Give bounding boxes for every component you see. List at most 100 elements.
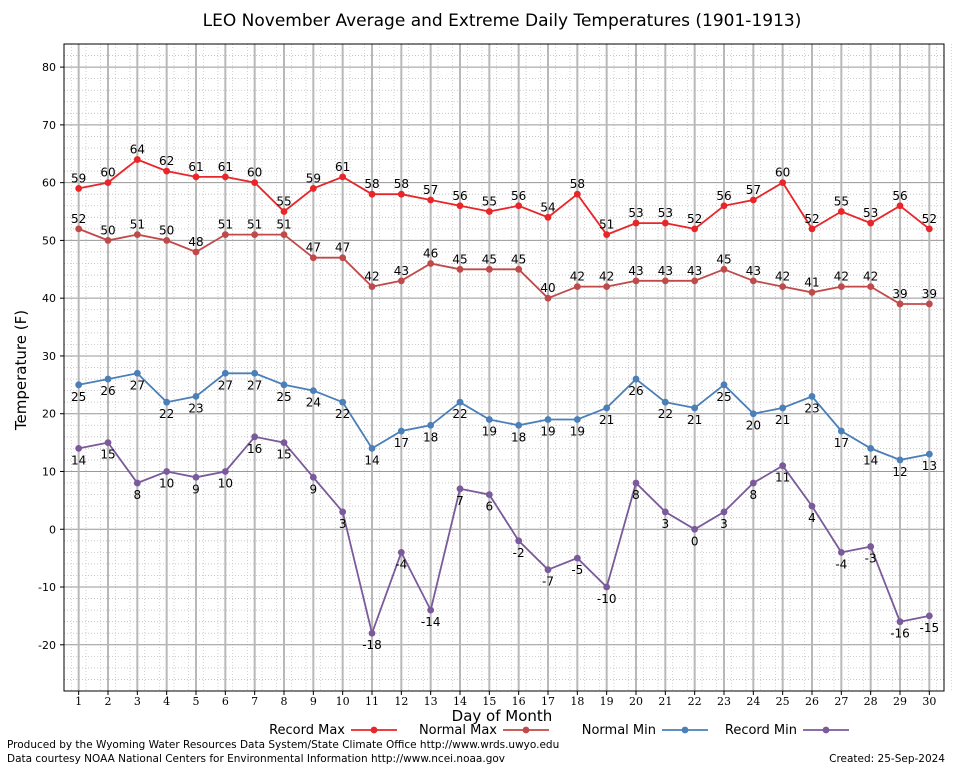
x-tick-label: 9 <box>310 695 317 708</box>
data-point <box>867 543 875 550</box>
data-point <box>163 237 171 244</box>
data-label: -5 <box>571 563 583 577</box>
data-label: 39 <box>922 287 937 301</box>
x-tick-label: 17 <box>541 695 555 708</box>
data-label: 42 <box>570 270 585 284</box>
data-point <box>544 213 552 221</box>
legend-marker <box>681 726 689 734</box>
data-point <box>837 283 845 291</box>
data-point <box>925 225 933 233</box>
data-point <box>661 398 669 406</box>
y-tick-label: 70 <box>42 119 56 132</box>
data-label: 55 <box>482 195 497 209</box>
data-label: 6 <box>486 500 494 514</box>
data-point <box>456 485 464 493</box>
x-tick-label: 1 <box>75 695 82 708</box>
x-axis-title: Day of Month <box>452 707 553 725</box>
data-label: 53 <box>628 206 643 220</box>
data-label: 52 <box>804 212 819 226</box>
series-line <box>78 228 930 305</box>
data-label: 3 <box>720 517 728 531</box>
data-point <box>779 179 787 187</box>
data-label: 41 <box>804 275 819 289</box>
data-label: 17 <box>834 436 849 450</box>
data-point <box>192 473 200 481</box>
x-tick-label: 8 <box>281 695 288 708</box>
data-label: 8 <box>750 488 758 502</box>
data-label: 55 <box>276 195 291 209</box>
data-point <box>133 156 141 163</box>
data-point <box>163 468 171 475</box>
x-axis-ticks: 1 2 3 4 5 6 7 8 9 10 11 12 13 14 15 16 17 18 19 20 21 22 23 24 2… <box>75 691 936 708</box>
data-point <box>456 398 464 406</box>
data-point <box>133 479 141 487</box>
data-point <box>339 173 347 181</box>
data-label: 51 <box>218 218 233 232</box>
data-label: 43 <box>746 264 761 278</box>
plot-border <box>63 43 945 692</box>
data-label: 43 <box>658 264 673 278</box>
data-label: 19 <box>482 424 497 438</box>
data-label: 48 <box>188 235 203 249</box>
data-label: 58 <box>394 177 409 191</box>
y-tick-label: 10 <box>42 465 56 478</box>
data-label: -15 <box>920 621 940 635</box>
data-label: 60 <box>100 166 115 180</box>
data-point <box>720 202 728 210</box>
data-point <box>133 231 141 239</box>
data-point <box>456 265 464 273</box>
footer-produced: Produced by the Wyoming Water Resources … <box>7 739 559 751</box>
legend-marker <box>522 726 530 734</box>
y-axis-ticks: -20 -10 0 10 20 30 40 50 60 70 80 <box>38 61 64 652</box>
data-point <box>632 219 640 227</box>
data-label: 12 <box>892 465 907 479</box>
x-tick-label: 14 <box>453 695 467 708</box>
data-point <box>632 375 640 383</box>
x-tick-label: 3 <box>134 695 141 708</box>
data-label: 50 <box>159 223 174 237</box>
x-tick-label: 18 <box>570 695 584 708</box>
data-label: 56 <box>452 189 467 203</box>
x-tick-label: 19 <box>600 695 614 708</box>
data-point <box>867 283 875 291</box>
y-tick-label: -20 <box>38 639 56 652</box>
data-label: 45 <box>482 252 497 266</box>
data-label: 25 <box>276 390 291 404</box>
y-tick-label: 30 <box>42 350 56 363</box>
data-point <box>837 208 845 215</box>
data-point <box>867 444 875 452</box>
data-point <box>749 196 757 204</box>
data-label: 23 <box>188 401 203 415</box>
y-tick-label: 60 <box>42 177 56 190</box>
data-label: 53 <box>863 206 878 220</box>
data-label: -7 <box>542 575 554 589</box>
data-point <box>192 248 200 256</box>
data-label: 61 <box>218 160 233 174</box>
data-label: 26 <box>628 384 643 398</box>
plot-area <box>64 44 944 691</box>
data-label: 14 <box>364 453 379 467</box>
data-point <box>515 537 523 545</box>
data-point <box>896 618 904 626</box>
data-label: 52 <box>71 212 86 226</box>
data-point <box>779 462 787 470</box>
data-label: 13 <box>922 459 937 473</box>
data-label: 22 <box>452 407 467 421</box>
data-label: 59 <box>71 171 86 185</box>
data-label: 54 <box>540 200 555 214</box>
data-point <box>75 185 83 192</box>
data-label: 56 <box>892 189 907 203</box>
data-point <box>867 219 875 227</box>
data-label: 45 <box>452 252 467 266</box>
data-label: 8 <box>632 488 640 502</box>
data-label: 3 <box>339 517 347 531</box>
data-label: 0 <box>691 534 699 548</box>
data-point <box>75 444 83 452</box>
y-tick-label: 50 <box>42 234 56 247</box>
x-tick-label: 21 <box>658 695 672 708</box>
data-point <box>749 277 757 285</box>
legend-marker <box>822 726 830 734</box>
data-label: 47 <box>306 241 321 255</box>
data-label: 52 <box>687 212 702 226</box>
data-label: 60 <box>247 166 262 180</box>
